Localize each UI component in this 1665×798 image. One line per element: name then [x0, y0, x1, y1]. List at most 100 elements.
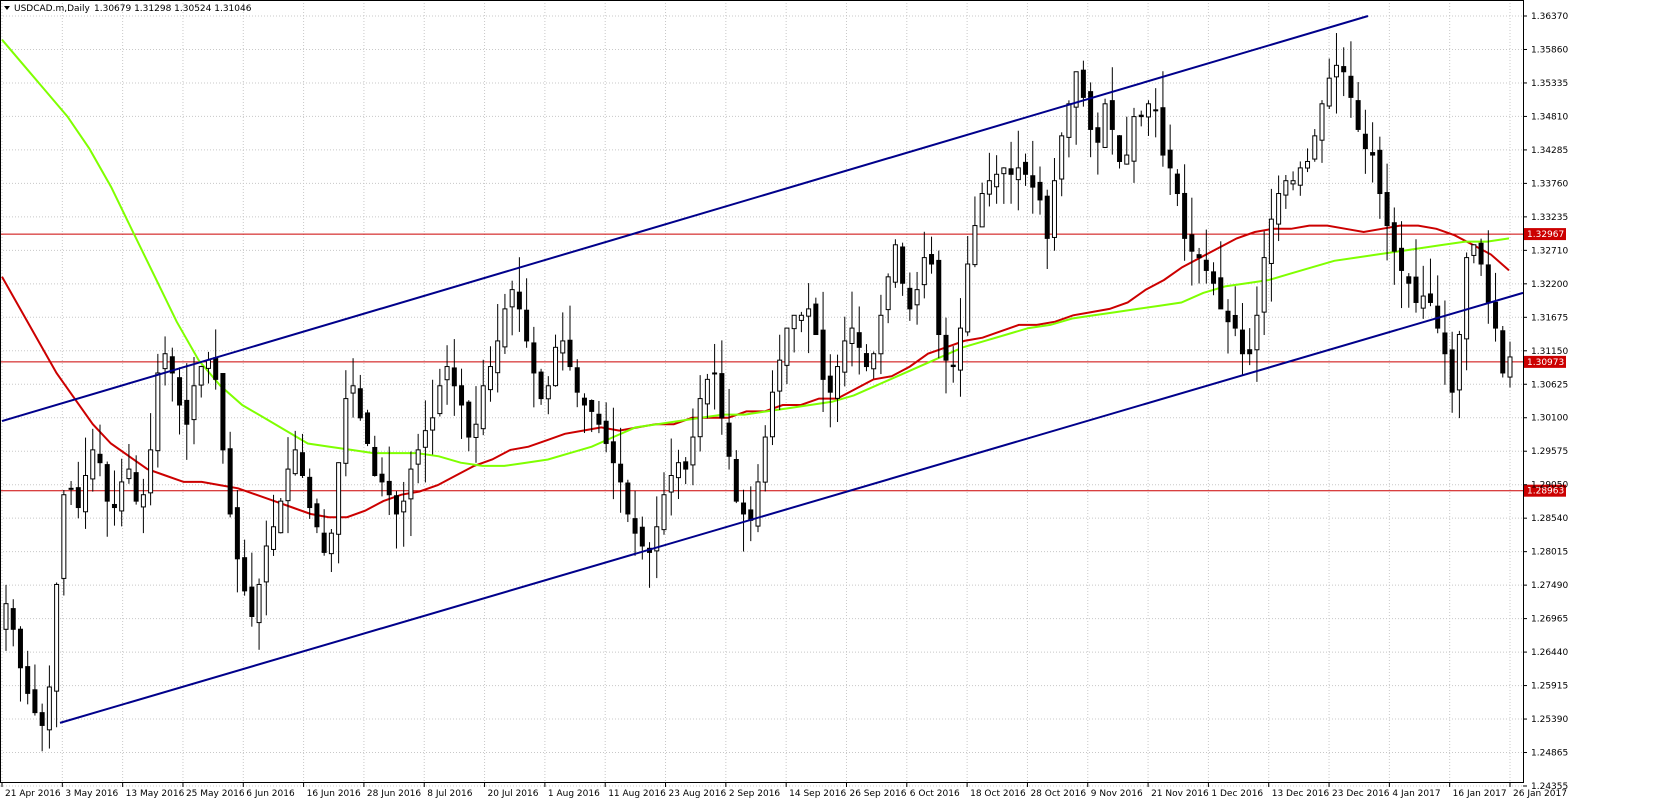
channel-lower-line[interactable] [59, 291, 1524, 724]
candle-body [1312, 135, 1318, 160]
candle-body [1030, 175, 1036, 188]
candle-body [979, 193, 985, 228]
candle-body [1189, 234, 1195, 252]
candle-body [1167, 149, 1173, 169]
ohlc-values: 1.30679 1.31298 1.30524 1.31046 [94, 4, 252, 14]
candle-body [1507, 356, 1513, 378]
x-tick-label: 26 Sep 2016 [849, 789, 906, 798]
candle-body [1377, 149, 1383, 195]
level-tag-bg [1524, 355, 1566, 368]
candles [3, 33, 1513, 752]
chart-title: USDCAD.m,Daily 1.30679 1.31298 1.30524 1… [4, 4, 252, 14]
candle-body [1384, 192, 1390, 227]
x-tick-label: 16 Jan 2017 [1453, 789, 1507, 798]
candle-body [336, 462, 342, 535]
candle-body [1232, 314, 1238, 329]
x-tick-label: 16 Jun 2016 [307, 789, 361, 798]
x-tick-label: 6 Jun 2016 [246, 789, 295, 798]
candle-body [466, 401, 472, 438]
candle-body [733, 459, 739, 502]
candle-body [10, 608, 16, 630]
candle-body [632, 518, 638, 534]
candle-body [856, 332, 862, 348]
candle-body [314, 503, 320, 528]
candle-body [1456, 334, 1462, 391]
x-tick-label: 13 May 2016 [126, 789, 185, 798]
x-tick-label: 9 Nov 2016 [1091, 789, 1143, 798]
trend-channel[interactable] [1, 15, 1524, 724]
candle-body [1066, 103, 1072, 138]
candle-body [473, 423, 479, 438]
candle-body [1326, 77, 1332, 107]
candle-body [531, 342, 537, 374]
candle-body [1001, 167, 1007, 175]
y-tick-label: 1.36370 [1531, 12, 1568, 22]
candle-body [567, 339, 573, 368]
candle-body [769, 391, 775, 438]
candle-body [133, 472, 139, 502]
y-tick-label: 1.32710 [1531, 246, 1568, 256]
y-tick-label: 1.33760 [1531, 179, 1568, 189]
y-tick-label: 1.31150 [1531, 347, 1568, 357]
candle-body [1391, 222, 1397, 252]
candle-body [495, 340, 501, 374]
candle-body [1420, 295, 1426, 309]
candle-body [798, 314, 804, 321]
y-tick-label: 1.35860 [1531, 45, 1568, 55]
candle-body [1131, 116, 1137, 162]
candle-body [509, 289, 515, 308]
price-axis[interactable]: 1.36370 1.35860 1.35335 1.34810 1.34285 1.337… [1523, 12, 1568, 792]
candle-body [1333, 64, 1339, 78]
candle-body [487, 366, 493, 391]
candle-body [480, 385, 486, 430]
time-axis[interactable]: 21 Apr 2016 3 May 2016 13 May 2016 25 May 2… [1, 783, 1567, 798]
candle-body [553, 346, 559, 387]
candle-body [1406, 276, 1412, 284]
candle-body [408, 468, 414, 500]
candle-body [610, 441, 616, 464]
candle-body [849, 327, 855, 344]
candle-body [155, 372, 161, 452]
candle-body [1478, 242, 1484, 265]
candle-body [1145, 103, 1151, 118]
candle-body [1464, 257, 1470, 340]
x-tick-label: 28 Jun 2016 [367, 789, 421, 798]
candle-body [1109, 100, 1115, 130]
candle-body [1399, 247, 1405, 271]
candle-body [1153, 109, 1159, 112]
candle-body [169, 356, 175, 374]
candle-body [249, 586, 255, 617]
candle-body [726, 422, 732, 457]
candle-body [386, 480, 392, 496]
candle-body [321, 532, 327, 553]
candle-body [820, 329, 826, 380]
y-tick-label: 1.32200 [1531, 280, 1568, 290]
x-tick-label: 25 May 2016 [186, 789, 245, 798]
x-tick-label: 1 Dec 2016 [1211, 789, 1263, 798]
candle-body [1268, 218, 1274, 264]
candle-body [936, 259, 942, 336]
candle-body [878, 314, 884, 355]
candle-body [1015, 167, 1021, 181]
candle-body [177, 377, 183, 406]
candle-body [581, 397, 587, 406]
candle-body [900, 246, 906, 284]
candle-body [97, 453, 103, 464]
candle-body [140, 494, 146, 508]
candle-body [618, 463, 624, 483]
channel-upper-line[interactable] [1, 15, 1369, 422]
candle-body [806, 308, 812, 317]
candle-body [299, 452, 305, 477]
candle-body [278, 500, 284, 534]
candle-body [1196, 254, 1202, 259]
candle-body [712, 372, 718, 375]
y-tick-label: 1.28015 [1531, 548, 1568, 558]
x-tick-label: 23 Dec 2016 [1332, 789, 1390, 798]
x-tick-label: 21 Apr 2016 [5, 789, 61, 798]
candle-body [1305, 160, 1311, 169]
candle-body [3, 603, 9, 630]
dropdown-triangle-icon [4, 6, 10, 10]
candle-body [907, 287, 913, 310]
candle-body [545, 385, 551, 400]
